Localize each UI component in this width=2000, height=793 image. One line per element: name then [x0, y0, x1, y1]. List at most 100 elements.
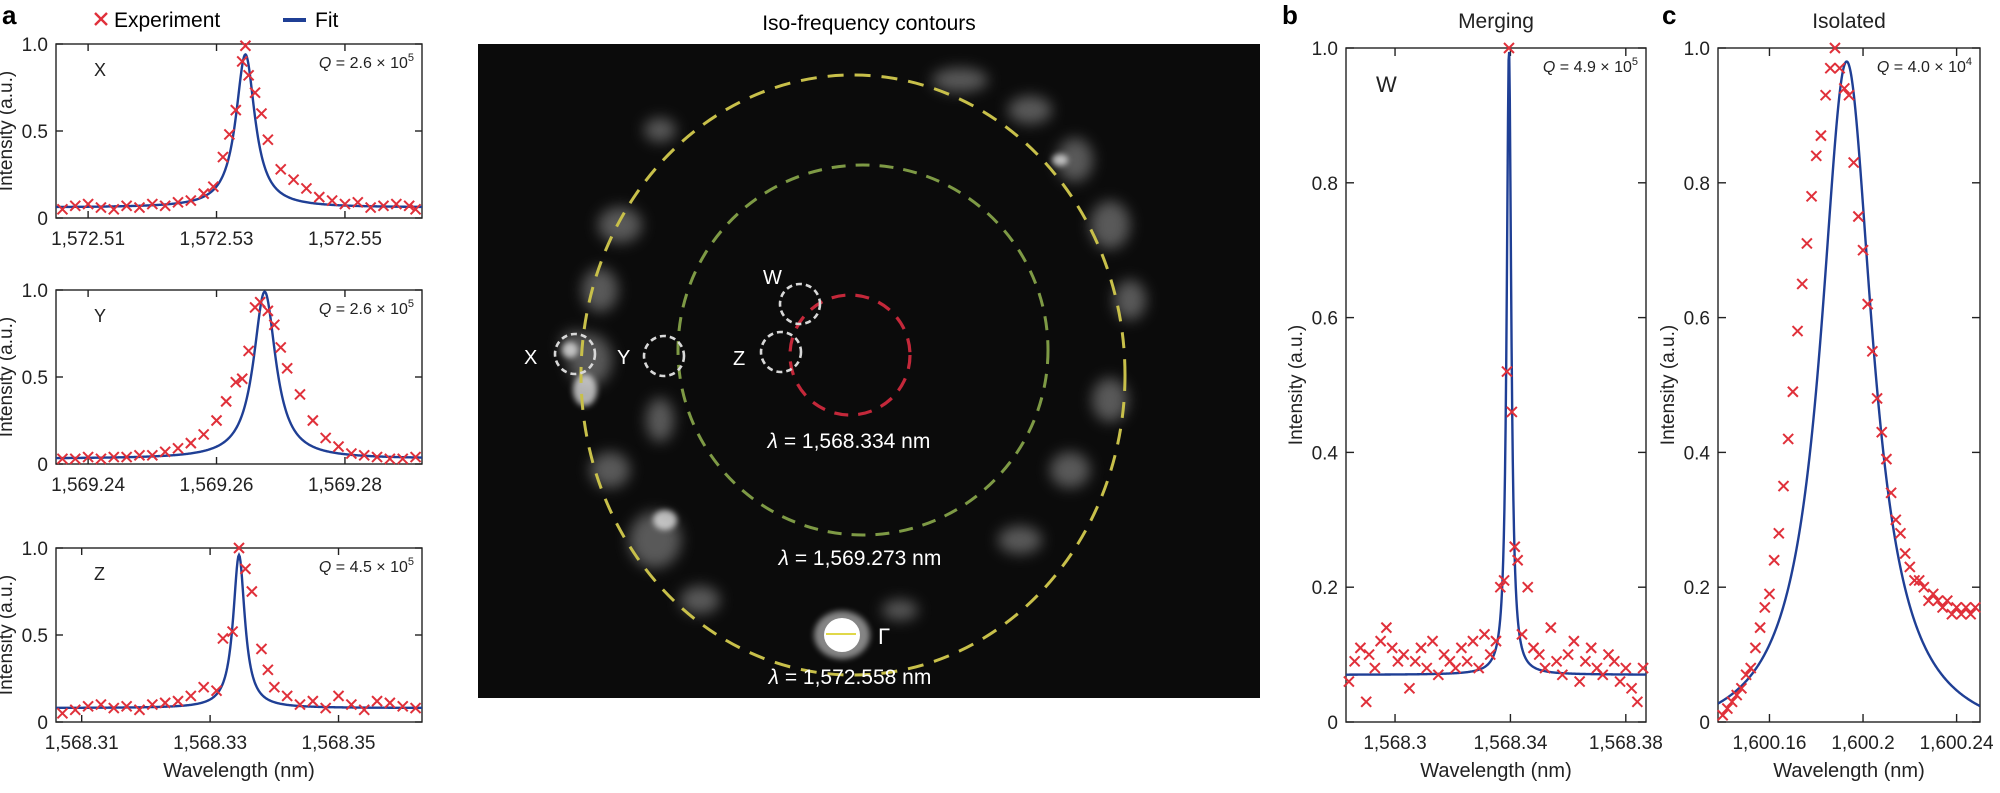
q-symbol: Q [319, 559, 331, 576]
experiment-point [1632, 697, 1642, 707]
experiment-point [240, 41, 250, 51]
mode-label-y: Y [617, 347, 630, 369]
q-value: = 2.6 × 10 [331, 301, 408, 318]
experiment-point [1586, 643, 1596, 653]
experiment-point [1410, 656, 1420, 666]
experiment-point [282, 691, 292, 701]
chart-panel-x: 1,572.51 1,572.53 1,572.5500.51.0Intensity… [0, 35, 422, 250]
mode-label: X [94, 60, 106, 80]
experiment-point [398, 454, 408, 464]
experiment-point [173, 443, 183, 453]
experiment-point [308, 416, 318, 426]
experiment-point [1750, 643, 1760, 653]
experiment-point [1416, 643, 1426, 653]
experiment-point [1627, 683, 1637, 693]
experiment-point [1381, 623, 1391, 633]
mode-label: Y [94, 306, 106, 326]
experiment-point [1746, 663, 1756, 673]
mode-label: W [1376, 72, 1397, 97]
experiment-point [1760, 602, 1770, 612]
experiment-point [295, 389, 305, 399]
experiment-point [1938, 602, 1948, 612]
legend-fit-label: Fit [315, 9, 338, 32]
experiment-point [1769, 555, 1779, 565]
mode-label-w: W [763, 267, 782, 289]
experiment-point [1534, 650, 1544, 660]
experiment-point [366, 203, 376, 213]
y-tick-label: 0.6 [1312, 309, 1338, 330]
x-tick-label: 1,568.38 [1589, 733, 1663, 754]
contour-label-outer: λ = 1,572.558 nm [768, 666, 932, 689]
y-tick-label: 1.0 [22, 281, 48, 302]
experiment-point [1376, 636, 1386, 646]
x-tick-label: 1,600.16 [1732, 733, 1806, 754]
experiment-point [1853, 212, 1863, 222]
experiment-point [1816, 131, 1826, 141]
x-axis-label: Wavelength (nm) [1420, 760, 1572, 782]
experiment-point [1741, 670, 1751, 680]
experiment-point [1797, 279, 1807, 289]
contour-label-middle: λ = 1,569.273 nm [778, 547, 942, 570]
q-exponent: 5 [1632, 56, 1638, 68]
experiment-point [218, 152, 228, 162]
experiment-point [1900, 549, 1910, 559]
experiment-point [1779, 481, 1789, 491]
x-tick-label: 1,572.53 [180, 229, 254, 250]
experiment-point [1387, 643, 1397, 653]
experiment-point [276, 342, 286, 352]
y-tick-label: 1.0 [22, 35, 48, 56]
x-tick-label: 1,568.34 [1473, 733, 1547, 754]
experiment-point [1718, 710, 1728, 720]
y-axis-label: Intensity (a.u.) [1286, 325, 1307, 445]
iso-frequency-title: Iso-frequency contours [762, 12, 976, 35]
x-tick-label: 1,568.31 [45, 733, 119, 754]
experiment-point [83, 701, 93, 711]
experiment-point [1462, 656, 1472, 666]
q-value: = 4.9 × 10 [1555, 59, 1632, 76]
plot-frame [1346, 48, 1646, 722]
x-tick-label: 1,569.28 [308, 475, 382, 496]
experiment-point [256, 644, 266, 654]
experiment-point [1722, 704, 1732, 714]
experiment-point [134, 450, 144, 460]
y-tick-label: 0 [1327, 713, 1338, 734]
experiment-point [289, 175, 299, 185]
experiment-point [70, 705, 80, 715]
legend-experiment-label: Experiment [114, 9, 220, 32]
experiment-point [1919, 582, 1929, 592]
experiment-point [1825, 63, 1835, 73]
chart-title: Merging [1458, 10, 1534, 33]
experiment-point [57, 708, 67, 718]
mode-label-z: Z [733, 348, 745, 370]
experiment-point [1355, 643, 1365, 653]
chart-title: Isolated [1812, 10, 1886, 33]
q-factor-label: Q = 2.6 × 105 [319, 298, 414, 318]
contour-label-outer-value: = 1,572.558 nm [779, 666, 931, 689]
x-tick-label: 1,600.24 [1920, 733, 1994, 754]
experiment-point [1569, 636, 1579, 646]
experiment-point [340, 199, 350, 209]
experiment-point [1895, 528, 1905, 538]
experiment-point [1966, 609, 1976, 619]
plot-frame [1718, 48, 1980, 722]
experiment-point [263, 665, 273, 675]
experiment-point [1350, 656, 1360, 666]
experiment-point [173, 696, 183, 706]
experiment-point [1479, 629, 1489, 639]
experiment-point [1788, 387, 1798, 397]
experiment-point [334, 691, 344, 701]
contour-label-inner-lambda: λ [767, 430, 778, 453]
experiment-point [1451, 663, 1461, 673]
chart-panel-z: 1,568.31 1,568.33 1,568.35 0 0.5 1.0 Intensity… [0, 539, 422, 782]
y-tick-label: 0.2 [1312, 578, 1338, 599]
x-tick-label: 1,568.3 [1363, 733, 1426, 754]
experiment-point [212, 416, 222, 426]
y-axis-label: Intensity (a.u.) [0, 317, 17, 437]
y-tick-label: 0 [1699, 713, 1710, 734]
fit-curve [1346, 52, 1646, 675]
y-tick-label: 1.0 [1684, 39, 1710, 60]
q-symbol: Q [319, 301, 331, 318]
contour-label-inner: λ = 1,568.334 nm [767, 430, 931, 453]
experiment-point [282, 363, 292, 373]
mode-label-x: X [524, 347, 537, 369]
